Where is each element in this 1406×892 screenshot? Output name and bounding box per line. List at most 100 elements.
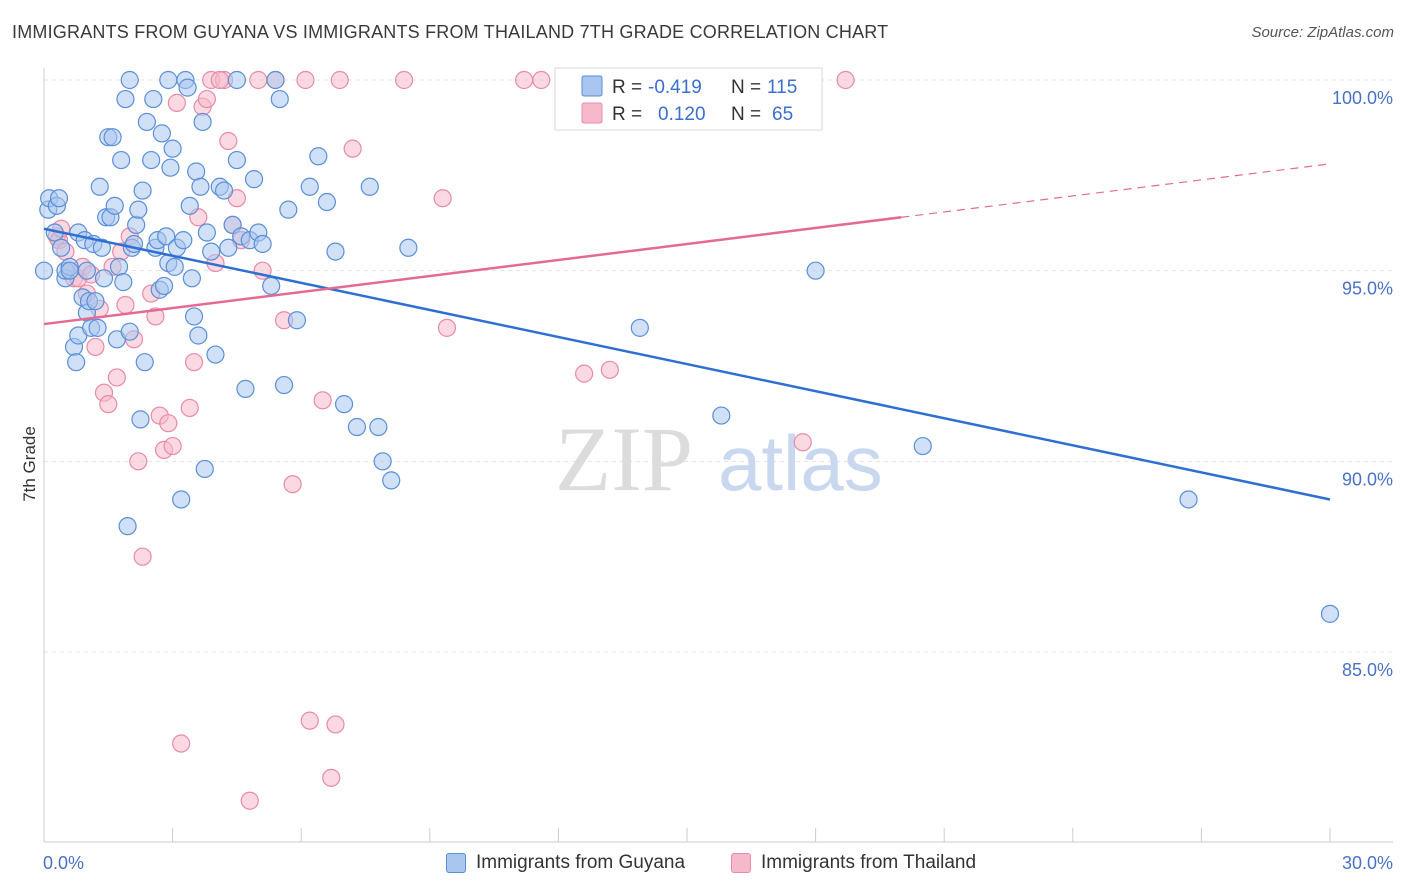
guyana-point[interactable] bbox=[116, 89, 135, 109]
guyana-point[interactable] bbox=[103, 128, 122, 147]
guyana-point[interactable] bbox=[195, 459, 214, 479]
thailand-point[interactable] bbox=[532, 70, 551, 90]
guyana-point[interactable] bbox=[244, 170, 264, 189]
guyana-point[interactable] bbox=[135, 353, 154, 372]
guyana-point[interactable] bbox=[137, 112, 156, 132]
guyana-point[interactable] bbox=[157, 227, 176, 246]
guyana-point[interactable] bbox=[630, 318, 649, 337]
guyana-point[interactable] bbox=[159, 70, 178, 90]
guyana-point[interactable] bbox=[34, 261, 54, 280]
thailand-point[interactable] bbox=[129, 452, 148, 471]
guyana-point[interactable] bbox=[334, 395, 354, 414]
guyana-point[interactable] bbox=[1179, 490, 1198, 509]
thailand-point[interactable] bbox=[180, 398, 199, 418]
guyana-point[interactable] bbox=[60, 261, 79, 280]
guyana-point[interactable] bbox=[266, 70, 285, 90]
thailand-point[interactable] bbox=[159, 414, 178, 433]
legend-item-thailand[interactable]: Immigrants from Thailand bbox=[731, 852, 976, 874]
guyana-point[interactable] bbox=[52, 238, 71, 257]
guyana-point[interactable] bbox=[133, 181, 152, 200]
guyana-point[interactable] bbox=[347, 417, 367, 437]
guyana-point[interactable] bbox=[913, 436, 932, 456]
guyana-point[interactable] bbox=[369, 417, 388, 437]
guyana-point[interactable] bbox=[399, 238, 418, 257]
guyana-point[interactable] bbox=[49, 189, 69, 208]
thailand-point[interactable] bbox=[240, 791, 259, 810]
guyana-point[interactable] bbox=[112, 150, 131, 170]
thailand-point[interactable] bbox=[313, 391, 332, 410]
thailand-point[interactable] bbox=[133, 547, 152, 566]
guyana-point[interactable] bbox=[184, 307, 204, 326]
thailand-point[interactable] bbox=[575, 364, 594, 383]
guyana-point[interactable] bbox=[187, 162, 206, 181]
guyana-point[interactable] bbox=[86, 292, 105, 311]
thailand-point[interactable] bbox=[146, 307, 165, 326]
thailand-point[interactable] bbox=[394, 70, 414, 90]
thailand-point[interactable] bbox=[184, 353, 204, 372]
thailand-point[interactable] bbox=[300, 711, 319, 730]
guyana-point[interactable] bbox=[142, 150, 161, 170]
thailand-point[interactable] bbox=[343, 139, 362, 158]
thailand-point[interactable] bbox=[99, 395, 118, 414]
guyana-point[interactable] bbox=[118, 517, 137, 536]
thailand-point[interactable] bbox=[283, 475, 302, 494]
guyana-point[interactable] bbox=[227, 70, 246, 90]
guyana-point[interactable] bbox=[144, 89, 163, 109]
guyana-point[interactable] bbox=[163, 139, 182, 158]
guyana-point[interactable] bbox=[67, 353, 86, 372]
thailand-point[interactable] bbox=[167, 93, 186, 112]
guyana-point[interactable] bbox=[279, 200, 298, 219]
thailand-point[interactable] bbox=[172, 734, 191, 753]
guyana-point[interactable] bbox=[326, 242, 345, 261]
guyana-point[interactable] bbox=[127, 215, 146, 235]
guyana-point[interactable] bbox=[317, 192, 337, 212]
guyana-point[interactable] bbox=[262, 276, 281, 296]
thailand-point[interactable] bbox=[600, 360, 619, 379]
guyana-point[interactable] bbox=[129, 200, 148, 219]
guyana-point[interactable] bbox=[191, 177, 210, 196]
thailand-point[interactable] bbox=[116, 295, 135, 315]
guyana-point[interactable] bbox=[806, 261, 825, 280]
guyana-point[interactable] bbox=[152, 124, 171, 143]
thailand-point[interactable] bbox=[86, 337, 105, 357]
guyana-point[interactable] bbox=[120, 322, 139, 341]
thailand-point[interactable] bbox=[219, 131, 238, 151]
thailand-point[interactable] bbox=[437, 318, 457, 337]
guyana-point[interactable] bbox=[182, 269, 201, 288]
guyana-point[interactable] bbox=[92, 238, 111, 257]
guyana-point[interactable] bbox=[154, 276, 174, 296]
thailand-point[interactable] bbox=[433, 189, 452, 208]
thailand-point[interactable] bbox=[197, 89, 216, 109]
guyana-point[interactable] bbox=[94, 269, 114, 288]
guyana-point[interactable] bbox=[206, 345, 225, 364]
guyana-point[interactable] bbox=[180, 196, 199, 215]
guyana-point[interactable] bbox=[105, 196, 124, 215]
thailand-point[interactable] bbox=[330, 70, 349, 90]
guyana-point[interactable] bbox=[1320, 604, 1340, 623]
guyana-point[interactable] bbox=[309, 147, 328, 166]
thailand-point[interactable] bbox=[326, 715, 345, 734]
thailand-point[interactable] bbox=[163, 436, 182, 456]
guyana-point[interactable] bbox=[161, 158, 180, 177]
guyana-point[interactable] bbox=[189, 326, 208, 345]
guyana-point[interactable] bbox=[270, 89, 289, 109]
thailand-point[interactable] bbox=[249, 70, 268, 90]
guyana-point[interactable] bbox=[120, 70, 139, 90]
guyana-point[interactable] bbox=[227, 150, 246, 170]
guyana-point[interactable] bbox=[178, 78, 197, 97]
guyana-point[interactable] bbox=[197, 223, 216, 242]
guyana-point[interactable] bbox=[360, 177, 379, 196]
guyana-point[interactable] bbox=[109, 257, 129, 276]
thailand-point[interactable] bbox=[836, 70, 855, 90]
thailand-point[interactable] bbox=[515, 70, 534, 90]
guyana-point[interactable] bbox=[77, 261, 96, 280]
guyana-point[interactable] bbox=[193, 112, 212, 132]
guyana-point[interactable] bbox=[382, 471, 401, 490]
guyana-point[interactable] bbox=[300, 177, 319, 196]
legend-item-guyana[interactable]: Immigrants from Guyana bbox=[446, 852, 685, 874]
guyana-point[interactable] bbox=[90, 177, 109, 196]
guyana-point[interactable] bbox=[253, 234, 272, 254]
thailand-point[interactable] bbox=[210, 70, 229, 90]
guyana-point[interactable] bbox=[165, 257, 184, 276]
guyana-point[interactable] bbox=[287, 311, 307, 330]
